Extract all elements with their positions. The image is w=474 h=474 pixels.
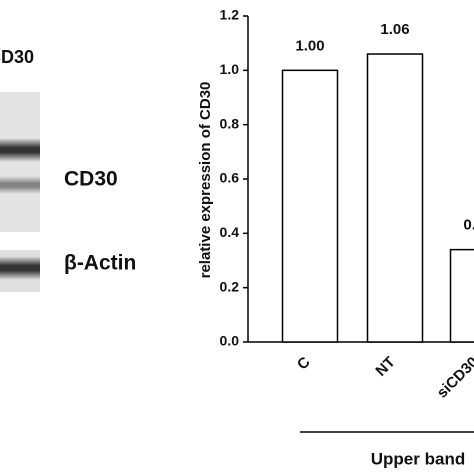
- blot-label: β-Actin: [64, 252, 136, 275]
- y-tick-label: 0.0: [220, 333, 240, 349]
- bar: [366, 53, 424, 343]
- bar: [449, 248, 474, 343]
- blot-header: CD30: [0, 47, 34, 67]
- blot-band: [0, 176, 40, 194]
- y-tick-label: 0.8: [220, 115, 240, 131]
- y-tick-label: 1.2: [220, 7, 240, 23]
- bar: [281, 69, 339, 343]
- y-axis-label: relative expression of CD30: [197, 82, 214, 279]
- value-label: 1.06: [380, 21, 409, 38]
- value-label: 1.00: [295, 37, 324, 54]
- value-label: 0.34: [463, 217, 474, 234]
- blot-band: [0, 138, 40, 162]
- group-label: Upper band: [371, 449, 465, 468]
- y-tick-label: 0.2: [220, 278, 240, 294]
- x-tick-label: NT: [372, 354, 398, 380]
- x-tick-label: siCD30: [434, 354, 474, 402]
- y-tick-label: 1.0: [220, 61, 240, 77]
- blot-band: [0, 256, 40, 280]
- blot-label: CD30: [64, 168, 118, 191]
- y-tick-label: 0.6: [220, 170, 240, 186]
- y-tick-label: 0.4: [220, 224, 240, 240]
- x-tick-label: C: [294, 354, 314, 374]
